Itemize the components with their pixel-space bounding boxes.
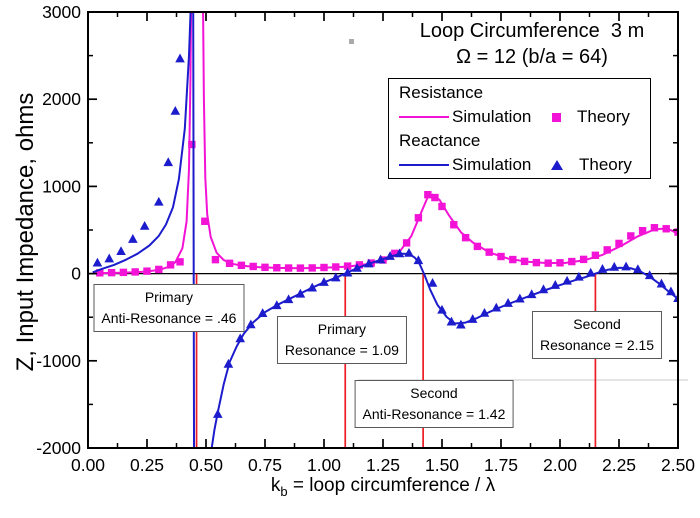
plot-border <box>87 11 679 449</box>
legend-resistance-row: Simulation Theory <box>399 105 650 129</box>
annotation-line2: Resonance = 1.09 <box>284 341 399 358</box>
resistance-theory-markers <box>96 140 678 277</box>
speck-artifact <box>349 39 354 44</box>
plot-title-line2: Ω = 12 (b/a = 64) <box>456 46 608 68</box>
annotation-second-resonance: Second Resonance = 2.15 <box>532 311 663 360</box>
annotation-line2: Anti-Resonance = 1.42 <box>362 405 506 422</box>
legend-simulation-label-2: Simulation <box>452 155 532 174</box>
svg-text:2.50: 2.50 <box>661 455 695 475</box>
svg-text:2000: 2000 <box>42 89 81 109</box>
resistance-line-swatch <box>399 116 449 118</box>
series-layer <box>92 12 678 448</box>
annotation-line2: Anti-Resonance = .46 <box>101 310 237 327</box>
legend: Resistance Simulation Theory Reactance S… <box>388 78 651 179</box>
svg-text:0.50: 0.50 <box>189 455 223 475</box>
resistance-square-icon <box>552 112 561 122</box>
svg-text:1.25: 1.25 <box>366 455 400 475</box>
svg-text:0.00: 0.00 <box>71 455 105 475</box>
svg-text:2.00: 2.00 <box>543 455 577 475</box>
annotation-line1: Primary <box>144 289 194 306</box>
svg-text:0: 0 <box>71 264 81 284</box>
svg-text:0.25: 0.25 <box>130 455 164 475</box>
svg-text:1000: 1000 <box>42 176 81 196</box>
annotation-line1: Second <box>573 316 621 333</box>
x-axis-title-rest: = loop circumference / λ <box>292 475 496 496</box>
x-axis-title: kb = loop circumference / λ <box>88 475 678 499</box>
legend-theory-label-2: Theory <box>579 155 632 174</box>
legend-resistance-header: Resistance <box>399 83 484 102</box>
y-axis-title: Z, Input Impedance, ohms <box>12 92 39 372</box>
svg-text:1.75: 1.75 <box>484 455 518 475</box>
plot-title-line1: Loop Circumference 3 m <box>419 20 645 42</box>
legend-simulation-label: Simulation <box>452 107 532 126</box>
tick-labels: 0.00 0.25 0.50 0.75 1.00 1.25 1.50 1.75 2.00 2.25… <box>36 2 695 475</box>
reactance-triangle-icon <box>551 160 563 170</box>
reactance-line-swatch <box>399 164 449 166</box>
svg-text:0.75: 0.75 <box>248 455 282 475</box>
svg-text:-1000: -1000 <box>36 351 81 371</box>
svg-text:2.25: 2.25 <box>602 455 636 475</box>
svg-text:1.00: 1.00 <box>307 455 341 475</box>
svg-text:3000: 3000 <box>42 2 81 22</box>
annotation-primary-resonance: Primary Resonance = 1.09 <box>276 315 407 364</box>
svg-text:-2000: -2000 <box>36 438 81 458</box>
x-axis-title-sub-b: b <box>280 483 288 499</box>
svg-text:1.50: 1.50 <box>425 455 459 475</box>
legend-theory-label: Theory <box>577 107 630 126</box>
plot-title: Loop Circumference 3 m Ω = 12 (b/a = 64) <box>400 18 664 70</box>
annotation-line1: Second <box>410 384 458 401</box>
legend-reactance-row: Simulation Theory <box>399 153 650 177</box>
annotation-line2: Resonance = 2.15 <box>540 337 655 354</box>
x-axis-title-k: k <box>270 475 281 496</box>
annotation-primary-anti-resonance: Primary Anti-Resonance = .46 <box>93 284 245 333</box>
annotation-second-anti-resonance: Second Anti-Resonance = 1.42 <box>354 379 514 428</box>
annotation-line1: Primary <box>317 320 367 337</box>
legend-reactance-header: Reactance <box>399 131 481 150</box>
reactance-theory-markers <box>92 53 678 418</box>
